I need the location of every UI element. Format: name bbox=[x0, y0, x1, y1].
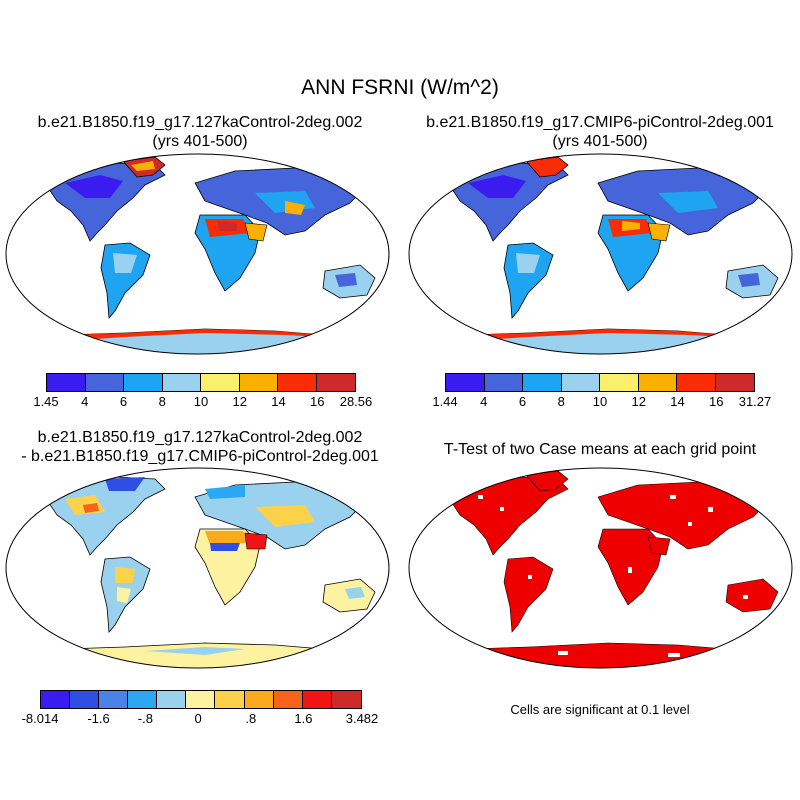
panel-1-colorbar-swatch bbox=[239, 374, 278, 391]
panel-1-title-line-2: (yrs 401-500) bbox=[152, 133, 248, 150]
panel-1-colorbar bbox=[46, 373, 356, 392]
colorbar-tick-label: 10 bbox=[193, 394, 209, 409]
panel-4-antarctica bbox=[409, 642, 792, 668]
colorbar-tick-label: 31.27 bbox=[738, 394, 772, 409]
panel-2-map bbox=[408, 153, 793, 355]
panel-3-colorbar-swatch bbox=[186, 691, 216, 708]
colorbar-tick-label: 8 bbox=[158, 394, 166, 409]
panel-1-colorbar-swatch bbox=[85, 374, 124, 391]
panel-1-colorbar-swatch bbox=[278, 374, 317, 391]
panel-2-title-line-1: b.e21.B1850.f19_g17.CMIP6-piControl-2deg… bbox=[426, 114, 774, 131]
panel-2-title: b.e21.B1850.f19_g17.CMIP6-piControl-2deg… bbox=[400, 113, 800, 151]
colorbar-tick-label: 1.6 bbox=[294, 711, 313, 726]
panel-1-title: b.e21.B1850.f19_g17.127kaControl-2deg.00… bbox=[0, 113, 400, 151]
panel-1-title-line-1: b.e21.B1850.f19_g17.127kaControl-2deg.00… bbox=[37, 114, 363, 131]
colorbar-tick-label: .8 bbox=[245, 711, 257, 726]
panel-1-colorbar-swatch bbox=[47, 374, 86, 391]
panel-3-colorbar-swatch bbox=[302, 691, 332, 708]
colorbar-tick-label: 8 bbox=[557, 394, 565, 409]
panel-2-title-line-2: (yrs 401-500) bbox=[552, 133, 648, 150]
panel-3-antarctica bbox=[6, 642, 389, 668]
panel-3-north-america bbox=[44, 476, 166, 556]
panel-3-colorbar-swatch bbox=[273, 691, 303, 708]
panel-3-colorbar-swatch bbox=[244, 691, 274, 708]
panel-3-map bbox=[5, 467, 390, 669]
panel-3-colorbar-swatch bbox=[331, 691, 361, 708]
figure-title: ANN FSRNI (W/m^2) bbox=[301, 76, 499, 99]
panel-2-colorbar bbox=[445, 373, 755, 392]
colorbar-tick-label: -.8 bbox=[137, 711, 153, 726]
panel-4-title: T-Test of two Case means at each grid po… bbox=[400, 440, 800, 459]
colorbar-tick-label: 3.482 bbox=[345, 711, 379, 726]
colorbar-tick-label: 4 bbox=[81, 394, 89, 409]
panel-3-title: b.e21.B1850.f19_g17.127kaControl-2deg.00… bbox=[0, 428, 400, 466]
panel-3-colorbar-swatch bbox=[128, 691, 158, 708]
panel-2-colorbar-swatch bbox=[561, 374, 600, 391]
colorbar-tick-label: 16 bbox=[310, 394, 325, 409]
colorbar-tick-label: 28.56 bbox=[339, 394, 373, 409]
colorbar-tick-label: 6 bbox=[119, 394, 128, 409]
colorbar-tick-label: 16 bbox=[709, 394, 724, 409]
colorbar-tick-label: -8.014 bbox=[21, 711, 59, 726]
colorbar-tick-label: 14 bbox=[271, 394, 286, 409]
colorbar-tick-label: 0 bbox=[194, 711, 202, 726]
colorbar-tick-label: -1.6 bbox=[87, 711, 110, 726]
colorbar-tick-label: 1.45 bbox=[33, 394, 59, 409]
colorbar-tick-label: 1.44 bbox=[432, 394, 458, 409]
panel-1-colorbar-labels: 1.45 4 6 8 10 12 14 16 28.56 bbox=[33, 394, 372, 410]
colorbar-tick-label: 6 bbox=[518, 394, 527, 409]
panel-2-colorbar-swatch bbox=[600, 374, 639, 391]
colorbar-tick-label: 14 bbox=[670, 394, 685, 409]
panel-1-colorbar-swatch bbox=[316, 374, 355, 391]
panel-3-colorbar bbox=[40, 690, 362, 709]
panel-1-colorbar-swatch bbox=[201, 374, 240, 391]
panel-3-colorbar-swatch bbox=[99, 691, 129, 708]
colorbar-tick-label: 4 bbox=[480, 394, 488, 409]
panel-2-colorbar-swatch bbox=[523, 374, 562, 391]
panel-3-title-line-2: - b.e21.B1850.f19_g17.CMIP6-piControl-2d… bbox=[21, 448, 379, 465]
panel-4-south-america bbox=[503, 556, 554, 633]
panel-2-colorbar-labels: 1.44 4 6 8 10 12 14 16 31.27 bbox=[432, 394, 771, 410]
panel-3-colorbar-labels: -8.014 -1.6 -.8 0 .8 1.6 3.482 bbox=[22, 711, 379, 727]
panel-4-australia bbox=[725, 578, 779, 613]
panel-4-title-line-1: T-Test of two Case means at each grid po… bbox=[443, 441, 757, 458]
colorbar-tick-label: 10 bbox=[592, 394, 608, 409]
panel-3-colorbar-swatch bbox=[41, 691, 71, 708]
panel-3-colorbar-swatch bbox=[70, 691, 100, 708]
panel-4-greenland bbox=[525, 470, 569, 492]
panel-2-colorbar-swatch bbox=[715, 374, 754, 391]
panel-3-colorbar-swatch bbox=[157, 691, 187, 708]
panel-4-map bbox=[408, 467, 793, 669]
panel-2-colorbar-swatch bbox=[638, 374, 677, 391]
panel-2-greenland bbox=[525, 156, 569, 178]
panel-1-south-america bbox=[100, 242, 151, 319]
colorbar-tick-label: 12 bbox=[232, 394, 247, 409]
panel-2-colorbar-swatch bbox=[484, 374, 523, 391]
panel-1-colorbar-swatch bbox=[124, 374, 163, 391]
panel-3-colorbar-swatch bbox=[215, 691, 245, 708]
panel-1-map bbox=[5, 153, 390, 355]
panel-2-colorbar-swatch bbox=[446, 374, 485, 391]
colorbar-tick-label: 12 bbox=[631, 394, 646, 409]
panel-4-note: Cells are significant at 0.1 level bbox=[510, 702, 690, 717]
panel-2-colorbar-swatch bbox=[677, 374, 716, 391]
panel-3-title-line-1: b.e21.B1850.f19_g17.127kaControl-2deg.00… bbox=[37, 429, 363, 446]
panel-1-colorbar-swatch bbox=[162, 374, 201, 391]
panel-2-south-america bbox=[503, 242, 554, 319]
